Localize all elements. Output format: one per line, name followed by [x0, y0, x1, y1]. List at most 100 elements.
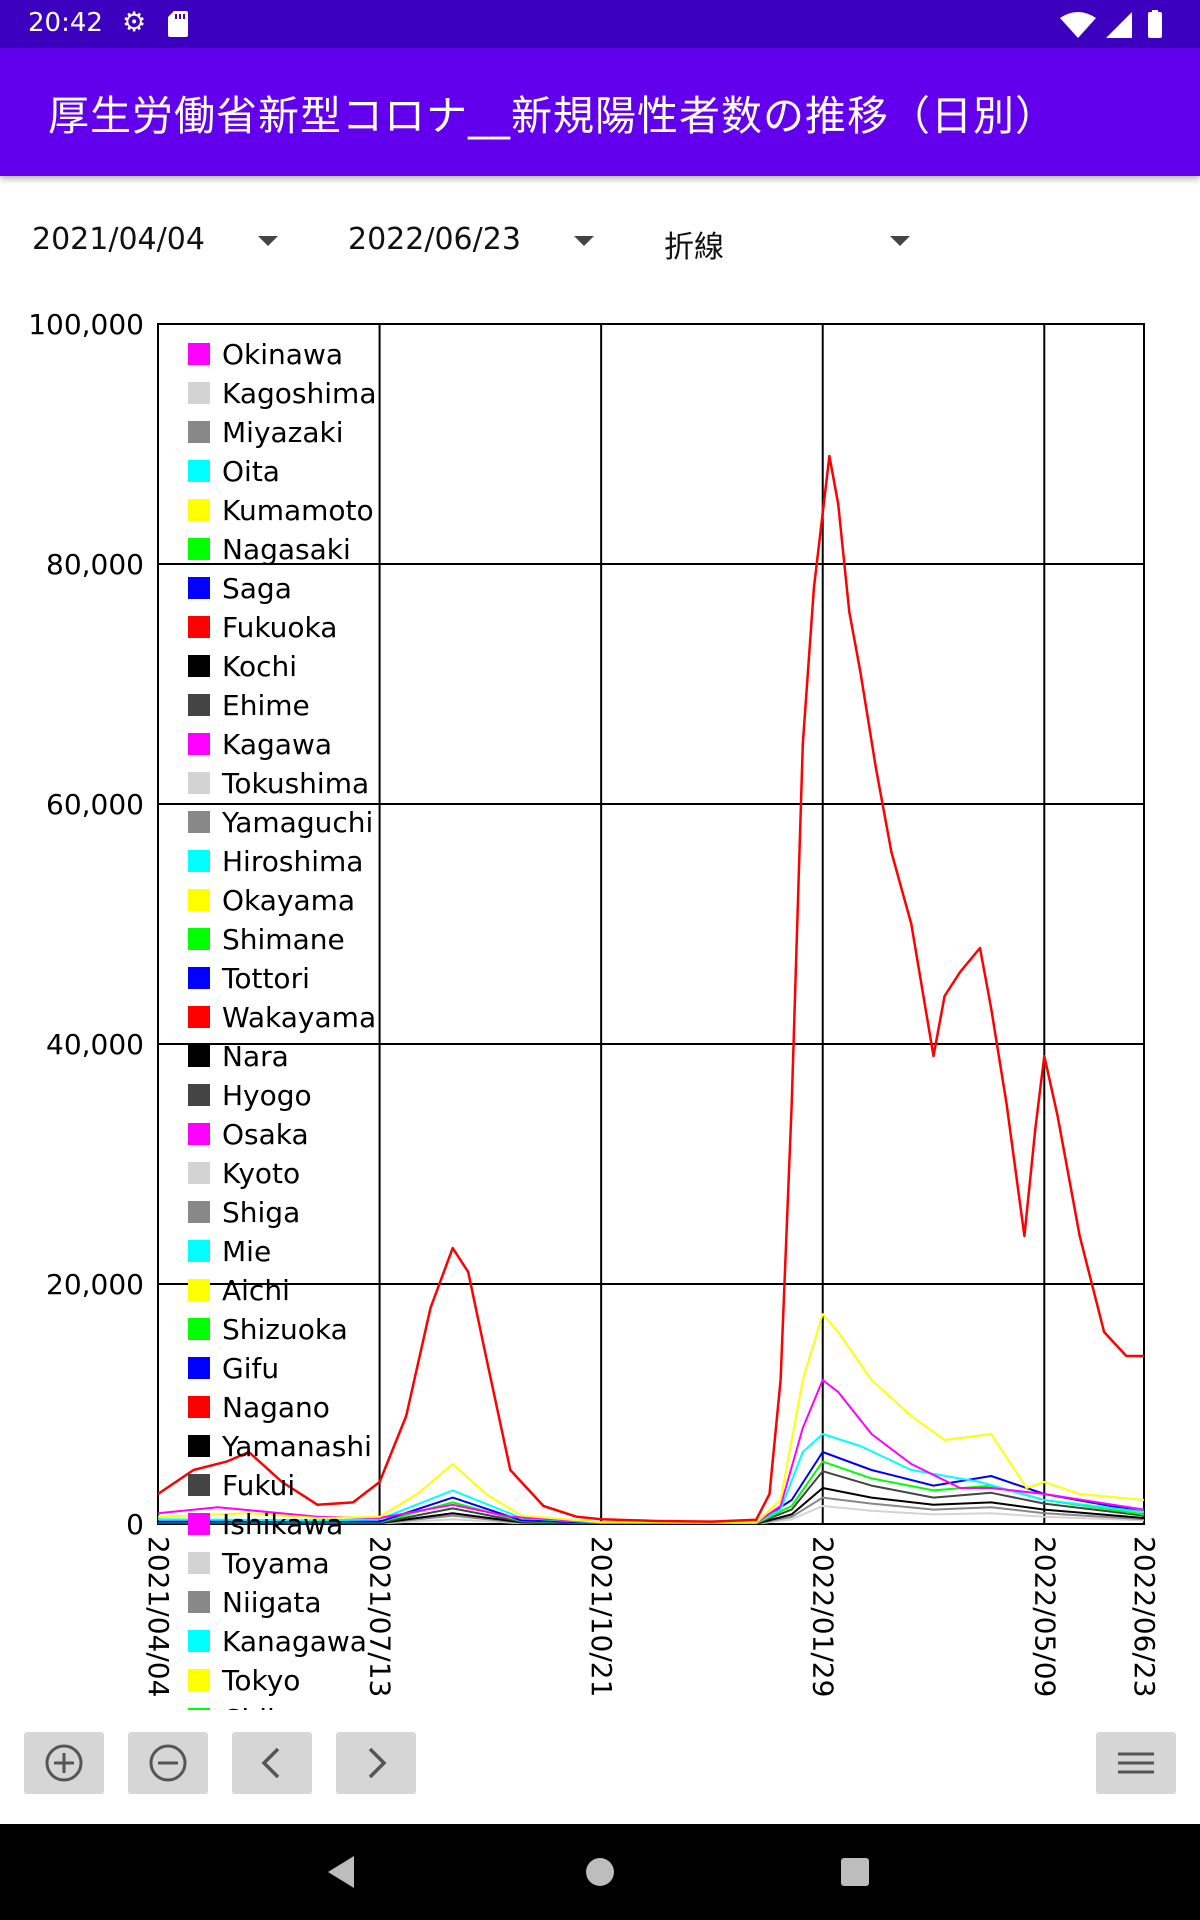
- legend-swatch: [188, 1318, 210, 1340]
- legend-label: Kanagawa: [222, 1625, 367, 1658]
- zoom-out-button[interactable]: [128, 1732, 208, 1794]
- legend-label: Okinawa: [222, 338, 343, 371]
- legend-swatch: [188, 1045, 210, 1067]
- battery-icon: [1148, 10, 1162, 38]
- home-icon[interactable]: [585, 1854, 615, 1890]
- legend-swatch: [188, 1162, 210, 1184]
- legend-label: Tokushima: [221, 767, 369, 800]
- legend-swatch: [188, 1201, 210, 1223]
- dropdown-arrow-icon: [258, 236, 278, 246]
- legend-label: Fukui: [222, 1469, 295, 1502]
- y-tick-label: 40,000: [46, 1028, 144, 1061]
- legend-label: Miyazaki: [222, 416, 344, 449]
- x-tick-label: 2021/04/04: [142, 1536, 175, 1697]
- x-tick-label: 2022/01/29: [807, 1536, 840, 1697]
- signal-icon: [1106, 12, 1132, 38]
- back-icon[interactable]: [326, 1854, 356, 1890]
- gear-icon: ⚙: [122, 7, 147, 38]
- legend-label: Shimane: [222, 923, 345, 956]
- y-axis-labels: 100,000 80,000 60,000 40,000 20,000 0: [28, 308, 144, 1541]
- legend-swatch: [188, 967, 210, 989]
- legend-swatch: [188, 733, 210, 755]
- legend-swatch: [188, 616, 210, 638]
- legend-swatch: [188, 460, 210, 482]
- legend-label: Chiba: [222, 1703, 302, 1710]
- app-bar: 厚生労働省新型コロナ__新規陽性者数の推移（日別）: [0, 48, 1200, 176]
- legend-swatch: [188, 577, 210, 599]
- x-tick-label: 2021/07/13: [364, 1536, 397, 1697]
- chart-grid: [157, 323, 1145, 1525]
- legend-label: Nagasaki: [222, 533, 351, 566]
- zoom-in-button[interactable]: [24, 1732, 104, 1794]
- legend-swatch: [188, 694, 210, 716]
- legend-label: Wakayama: [222, 1001, 376, 1034]
- series-line: [158, 1433, 1144, 1524]
- system-nav-bar: [0, 1824, 1200, 1920]
- legend-swatch: [188, 1006, 210, 1028]
- chart-type-value: 折線: [664, 230, 724, 265]
- legend-swatch: [188, 1513, 210, 1535]
- x-tick-label: 2021/10/21: [585, 1536, 618, 1697]
- start-date-dropdown[interactable]: 2021/04/04: [32, 212, 282, 270]
- dropdown-arrow-icon: [574, 236, 594, 246]
- legend-label: Tokyo: [221, 1664, 300, 1697]
- wifi-icon: [1060, 12, 1096, 38]
- legend-label: Ishikawa: [222, 1508, 343, 1541]
- previous-button[interactable]: [232, 1732, 312, 1794]
- y-tick-label: 20,000: [46, 1268, 144, 1301]
- series-line: [158, 454, 1144, 1523]
- y-tick-label: 100,000: [28, 308, 144, 341]
- legend-label: Niigata: [222, 1586, 322, 1619]
- chart-type-dropdown[interactable]: 折線: [664, 212, 924, 270]
- status-bar: 20:42 ⚙: [0, 0, 1200, 48]
- legend-label: Toyama: [221, 1547, 330, 1580]
- recents-icon[interactable]: [840, 1854, 870, 1890]
- legend-swatch: [188, 382, 210, 404]
- legend-label: Saga: [222, 572, 292, 605]
- legend-label: Hyogo: [222, 1079, 312, 1112]
- legend-label: Nagano: [222, 1391, 330, 1424]
- series-line: [158, 1451, 1144, 1524]
- legend-label: Oita: [222, 455, 280, 488]
- chart-series: [158, 454, 1144, 1524]
- status-time: 20:42: [28, 8, 103, 38]
- legend-swatch: [188, 1669, 210, 1691]
- legend-swatch: [188, 811, 210, 833]
- legend-swatch: [188, 928, 210, 950]
- legend-label: Hiroshima: [222, 845, 363, 878]
- legend-swatch: [188, 1396, 210, 1418]
- x-tick-label: 2022/06/23: [1128, 1536, 1161, 1697]
- legend-swatch: [188, 1552, 210, 1574]
- legend-label: Yamaguchi: [221, 806, 373, 839]
- legend-swatch: [188, 1708, 210, 1710]
- legend-label: Shizuoka: [222, 1313, 348, 1346]
- y-tick-label: 60,000: [46, 788, 144, 821]
- legend-label: Mie: [222, 1235, 271, 1268]
- legend-label: Kyoto: [222, 1157, 300, 1190]
- legend-label: Aichi: [222, 1274, 290, 1307]
- zoom-in-icon: [45, 1744, 83, 1782]
- line-chart[interactable]: Okinawa Kagoshima Miyazaki Oita Kumamoto Naga…: [0, 300, 1200, 1710]
- end-date-dropdown[interactable]: 2022/06/23: [348, 212, 598, 270]
- hamburger-menu-icon: [1118, 1752, 1154, 1774]
- legend-swatch: [188, 889, 210, 911]
- x-tick-label: 2022/05/09: [1028, 1536, 1061, 1697]
- chevron-right-icon: [368, 1747, 387, 1779]
- next-button[interactable]: [336, 1732, 416, 1794]
- legend-items: Okinawa Kagoshima Miyazaki Oita Kumamoto Naga…: [188, 338, 376, 1710]
- legend-swatch: [188, 1357, 210, 1379]
- legend-swatch: [188, 499, 210, 521]
- menu-button[interactable]: [1096, 1732, 1176, 1794]
- legend-label: Okayama: [222, 884, 355, 917]
- legend-label: Shiga: [222, 1196, 300, 1229]
- legend-label: Kumamoto: [222, 494, 374, 527]
- series-line: [158, 1505, 1144, 1524]
- legend-label: Osaka: [222, 1118, 309, 1151]
- sd-card-icon: [168, 11, 188, 37]
- legend-label: Kagawa: [222, 728, 332, 761]
- legend-swatch: [188, 1630, 210, 1652]
- legend-swatch: [188, 421, 210, 443]
- y-tick-label: 0: [126, 1508, 144, 1541]
- legend-swatch: [188, 1591, 210, 1613]
- legend-label: Kochi: [222, 650, 297, 683]
